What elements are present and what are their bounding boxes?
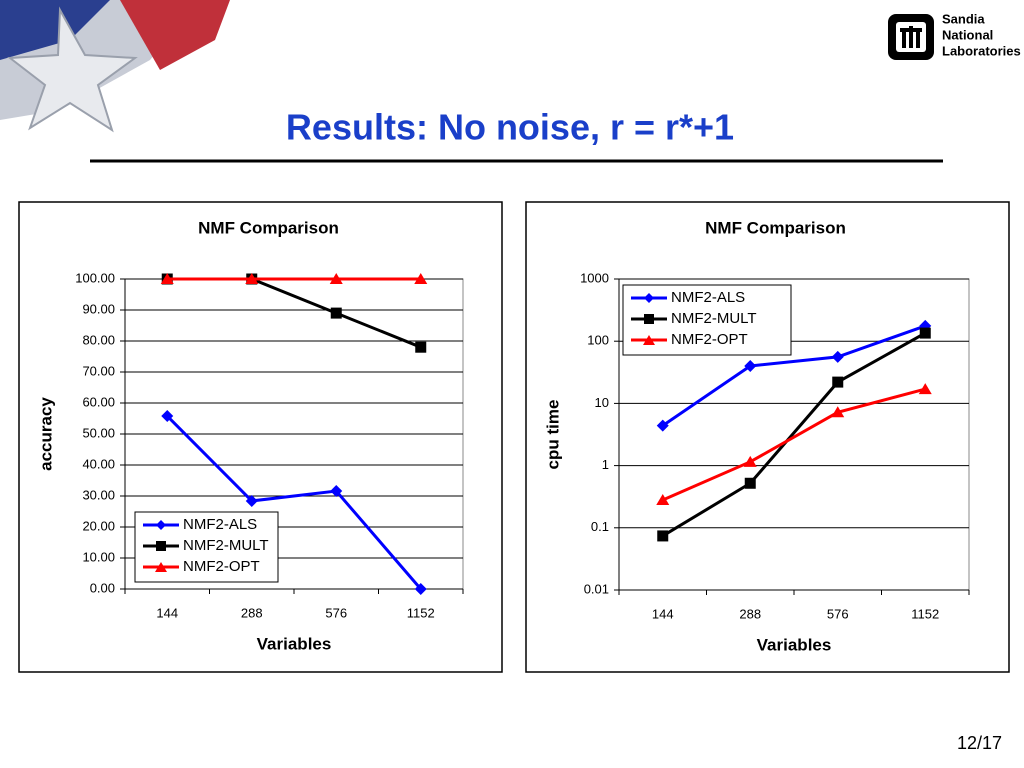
marker xyxy=(919,327,931,339)
x-tick-label: 144 xyxy=(156,605,178,620)
slide-title: Results: No noise, r = r*+1 xyxy=(286,107,734,148)
x-tick-label: 288 xyxy=(739,606,761,621)
legend-label: NMF2-MULT xyxy=(183,537,269,554)
marker xyxy=(329,273,343,284)
x-tick-label: 1152 xyxy=(911,606,939,621)
y-tick-label: 30.00 xyxy=(82,487,115,502)
logo: Sandia National Laboratories xyxy=(888,11,1021,60)
chart-frame xyxy=(525,201,1010,673)
y-tick-label: 100.00 xyxy=(75,270,115,285)
series-line xyxy=(662,387,926,502)
flag-decoration xyxy=(0,0,230,133)
legend-marker xyxy=(644,293,654,303)
y-axis-title: accuracy xyxy=(36,397,55,471)
chart-title: NMF Comparison xyxy=(198,218,339,237)
x-tick-label: 144 xyxy=(652,606,674,621)
marker xyxy=(832,376,844,388)
series-line xyxy=(661,324,926,427)
logo-text: National xyxy=(942,27,993,42)
legend-label: NMF2-OPT xyxy=(671,331,748,348)
marker xyxy=(831,406,845,418)
marker xyxy=(656,493,670,505)
y-tick-label: 0.1 xyxy=(591,519,609,534)
y-tick-label: 10 xyxy=(595,395,609,410)
legend-marker xyxy=(156,520,166,530)
marker xyxy=(161,410,174,423)
legend-label: NMF2-OPT xyxy=(183,558,260,575)
marker xyxy=(414,273,428,284)
y-tick-label: 0.00 xyxy=(90,580,115,595)
marker xyxy=(330,485,343,498)
y-tick-label: 1000 xyxy=(580,270,609,285)
marker xyxy=(744,477,756,489)
marker xyxy=(330,307,342,319)
legend-label: NMF2-ALS xyxy=(671,289,745,306)
y-tick-label: 100 xyxy=(587,333,609,348)
series-line xyxy=(166,414,422,590)
marker xyxy=(414,583,427,595)
marker xyxy=(415,341,427,353)
marker xyxy=(245,273,259,284)
marker xyxy=(918,383,932,395)
x-tick-label: 1152 xyxy=(407,605,435,620)
y-tick-label: 70.00 xyxy=(82,363,115,378)
y-tick-label: 20.00 xyxy=(82,518,115,533)
marker xyxy=(744,359,757,372)
legend-marker xyxy=(156,541,166,551)
logo-text: Sandia xyxy=(942,11,985,26)
y-tick-label: 80.00 xyxy=(82,332,115,347)
x-tick-label: 576 xyxy=(325,605,347,620)
y-tick-label: 0.01 xyxy=(584,581,609,596)
marker xyxy=(656,419,669,432)
y-tick-label: 60.00 xyxy=(82,394,115,409)
logo-text: Laboratories xyxy=(942,43,1021,58)
legend-marker xyxy=(644,314,654,324)
marker xyxy=(245,494,258,507)
legend-marker xyxy=(643,335,655,345)
x-tick-label: 288 xyxy=(241,605,263,620)
y-tick-label: 40.00 xyxy=(82,456,115,471)
series-line xyxy=(661,331,926,538)
legend-label: NMF2-MULT xyxy=(671,310,757,327)
marker xyxy=(831,350,844,363)
legend-label: NMF2-ALS xyxy=(183,516,257,533)
marker xyxy=(657,530,669,542)
marker xyxy=(743,455,757,467)
marker xyxy=(160,273,174,284)
y-tick-label: 1 xyxy=(602,457,609,472)
y-tick-label: 10.00 xyxy=(82,549,115,564)
chart-title: NMF Comparison xyxy=(705,218,846,237)
x-axis-title: Variables xyxy=(257,634,332,653)
page-number: 12/17 xyxy=(957,733,1002,753)
y-tick-label: 50.00 xyxy=(82,425,115,440)
y-axis-title: cpu time xyxy=(543,400,562,470)
x-axis-title: Variables xyxy=(757,635,832,654)
y-tick-label: 90.00 xyxy=(82,301,115,316)
legend-marker xyxy=(155,562,167,572)
x-tick-label: 576 xyxy=(827,606,849,621)
